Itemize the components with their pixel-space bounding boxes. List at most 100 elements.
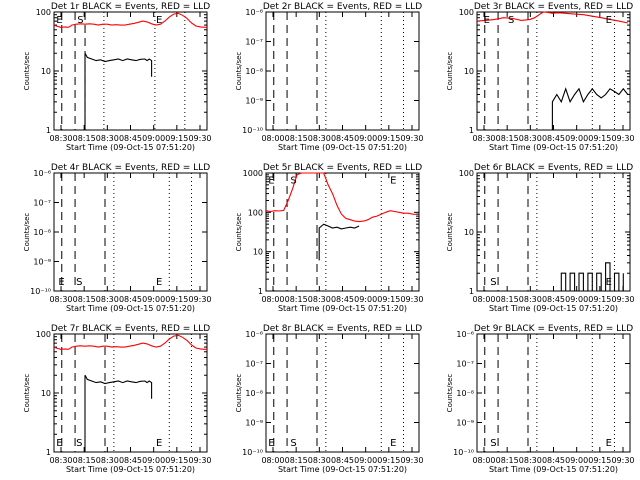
x-tick-label: 08:30: [49, 456, 72, 465]
x-axis-label: Start Time (09-Oct-15 07:51:20): [66, 143, 195, 152]
panel-title: Det 2r BLACK = Events, RED = LLD: [263, 2, 422, 12]
y-tick-label: 1: [258, 287, 263, 296]
panel-title: Det 7r BLACK = Events, RED = LLD: [51, 324, 210, 334]
x-tick-label: 09:30: [611, 295, 634, 304]
series-lld: [53, 12, 207, 28]
y-axis-label: Counts/sec: [23, 374, 31, 413]
y-tick-label: 10: [464, 228, 474, 237]
x-axis-label: Start Time (09-Oct-15 07:51:20): [489, 465, 618, 474]
plot-frame: [53, 333, 208, 453]
annotation-e: E: [156, 277, 162, 288]
x-tick-label: 09:15: [588, 456, 611, 465]
series-events: [560, 262, 624, 292]
annotation-e: E: [606, 277, 612, 288]
annotation-s: S: [490, 277, 496, 288]
x-tick-label: 09:00: [354, 295, 377, 304]
y-tick-label: 10: [41, 67, 51, 76]
y-tick-label: 1: [469, 126, 474, 135]
x-tick-label: 08:30: [519, 134, 542, 143]
y-tick-label: 1: [46, 126, 51, 135]
x-tick-label: 08:15: [496, 134, 519, 143]
plot-frame: [265, 172, 420, 292]
x-tick-label: 08:15: [496, 456, 519, 465]
x-tick-label: 08:30: [519, 456, 542, 465]
x-tick-label: 09:00: [354, 456, 377, 465]
x-tick-label: 09:00: [142, 134, 165, 143]
panel-det5: Det 5r BLACK = Events, RED = LLD 1 10 100 10…: [235, 163, 424, 313]
plot-frame: [476, 333, 631, 453]
y-tick-label: 10⁻⁸: [245, 389, 263, 398]
y-tick-label: 10: [41, 389, 51, 398]
x-tick-label: 09:00: [565, 456, 588, 465]
panel-det1: Det 1r BLACK = Events, RED = LLD 1 10 100 Co…: [23, 2, 212, 152]
x-tick-label: 08:45: [119, 456, 142, 465]
y-tick-label: 10⁻¹⁰: [453, 448, 474, 457]
y-tick-label: 10⁻⁶: [245, 330, 263, 339]
annotation-e: E: [484, 15, 490, 26]
y-axis-label: Counts/sec: [235, 52, 243, 91]
x-tick-label: 08:45: [542, 295, 565, 304]
x-tick-label: 09:15: [588, 295, 611, 304]
y-tick-label: 10⁻⁸: [456, 389, 474, 398]
x-tick-label: 08:30: [472, 134, 495, 143]
x-tick-label: 08:00: [261, 134, 284, 143]
x-tick-label: 08:15: [285, 456, 308, 465]
x-tick-label: 09:15: [588, 134, 611, 143]
y-tick-label: 10⁻⁹: [245, 419, 263, 428]
x-tick-label: 09:15: [377, 456, 400, 465]
annotation-s: S: [290, 438, 296, 449]
y-tick-label: 10⁻⁷: [245, 38, 263, 47]
x-tick-label: 09:30: [188, 134, 211, 143]
plot-frame: [265, 333, 420, 453]
annotation-s: S: [290, 176, 296, 187]
x-tick-label: 08:00: [472, 295, 495, 304]
annotation-e: E: [268, 176, 274, 187]
annotation-e: E: [56, 438, 62, 449]
annotation-e: E: [156, 438, 162, 449]
x-tick-label: 08:45: [331, 134, 354, 143]
y-tick-label: 10⁻⁷: [245, 360, 263, 369]
y-tick-label: 10⁻⁶: [245, 8, 263, 17]
x-axis-label: Start Time (09-Oct-15 07:51:20): [278, 465, 407, 474]
x-axis-label: Start Time (09-Oct-15 07:51:20): [66, 304, 195, 313]
plot-frame: [476, 11, 631, 131]
x-tick-label: 08:15: [73, 295, 96, 304]
y-axis-label: Counts/sec: [446, 213, 454, 252]
x-tick-label: 08:00: [261, 295, 284, 304]
x-tick-label: 08:00: [472, 456, 495, 465]
x-tick-label: 08:30: [96, 134, 119, 143]
x-tick-label: 08:15: [73, 134, 96, 143]
series-lld: [476, 11, 628, 24]
x-tick-label: 08:30: [96, 456, 119, 465]
x-tick-label: 09:30: [400, 456, 423, 465]
x-tick-label: 09:00: [142, 295, 165, 304]
x-tick-label: 08:45: [542, 456, 565, 465]
plot-frame: [53, 11, 208, 131]
series-events: [551, 87, 629, 130]
x-tick-label: 08:45: [331, 295, 354, 304]
annotation-e: E: [56, 15, 62, 26]
y-tick-label: 10⁻¹⁰: [242, 126, 263, 135]
panel-title: Det 8r BLACK = Events, RED = LLD: [263, 324, 422, 334]
annotation-e: E: [390, 438, 396, 449]
annotation-e: E: [606, 15, 612, 26]
x-tick-label: 08:45: [542, 134, 565, 143]
y-tick-label: 100: [459, 8, 474, 17]
y-tick-label: 10⁻⁹: [33, 258, 51, 267]
plot-frame: [476, 172, 631, 292]
x-tick-label: 09:15: [377, 134, 400, 143]
y-axis-label: Counts/sec: [23, 213, 31, 252]
y-tick-label: 10⁻⁶: [456, 330, 474, 339]
x-tick-label: 09:15: [165, 134, 188, 143]
x-tick-label: 09:30: [188, 456, 211, 465]
y-tick-label: 10⁻⁷: [33, 199, 51, 208]
x-tick-label: 09:15: [165, 295, 188, 304]
panel-title: Det 9r BLACK = Events, RED = LLD: [474, 324, 633, 334]
series-lld: [53, 334, 207, 350]
y-tick-label: 100: [248, 208, 263, 217]
y-axis-label: Counts/sec: [235, 213, 243, 252]
y-axis-label: Counts/sec: [446, 52, 454, 91]
annotation-e: E: [390, 176, 396, 187]
